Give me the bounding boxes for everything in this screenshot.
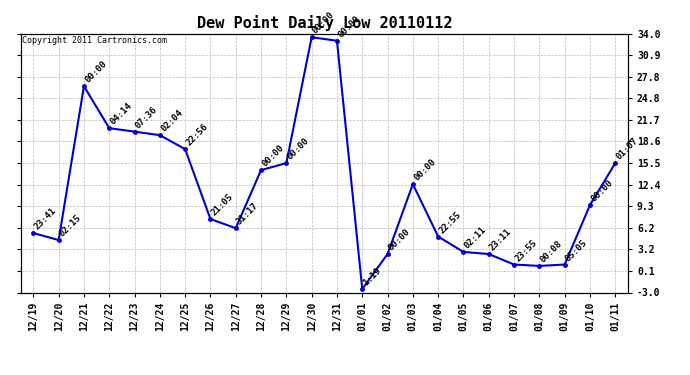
Text: 01:07: 01:07	[615, 136, 640, 162]
Text: 00:00: 00:00	[83, 60, 108, 85]
Text: 22:56: 22:56	[184, 122, 210, 148]
Text: 04:14: 04:14	[108, 101, 134, 127]
Text: 02:11: 02:11	[463, 225, 488, 251]
Text: 00:00: 00:00	[387, 227, 412, 253]
Text: 00:00: 00:00	[336, 14, 362, 39]
Text: 00:00: 00:00	[260, 143, 286, 169]
Text: 00:08: 00:08	[539, 239, 564, 264]
Text: Copyright 2011 Cartronics.com: Copyright 2011 Cartronics.com	[22, 36, 167, 45]
Text: 00:00: 00:00	[589, 178, 615, 204]
Text: 31:17: 31:17	[235, 201, 260, 227]
Text: 07:36: 07:36	[134, 105, 159, 130]
Text: 02:04: 02:04	[159, 108, 184, 134]
Text: 05:05: 05:05	[564, 238, 589, 263]
Title: Dew Point Daily Low 20110112: Dew Point Daily Low 20110112	[197, 15, 452, 31]
Text: 23:11: 23:11	[488, 227, 513, 253]
Text: 02:15: 02:15	[58, 213, 83, 238]
Text: 23:41: 23:41	[32, 206, 58, 232]
Text: 00:00: 00:00	[412, 158, 437, 183]
Text: 00:00: 00:00	[286, 136, 311, 162]
Text: 00:00: 00:00	[311, 10, 336, 36]
Text: 23:55: 23:55	[513, 238, 539, 263]
Text: 21:05: 21:05	[210, 192, 235, 218]
Text: 22:55: 22:55	[437, 210, 463, 235]
Text: 1:19: 1:19	[362, 266, 383, 288]
